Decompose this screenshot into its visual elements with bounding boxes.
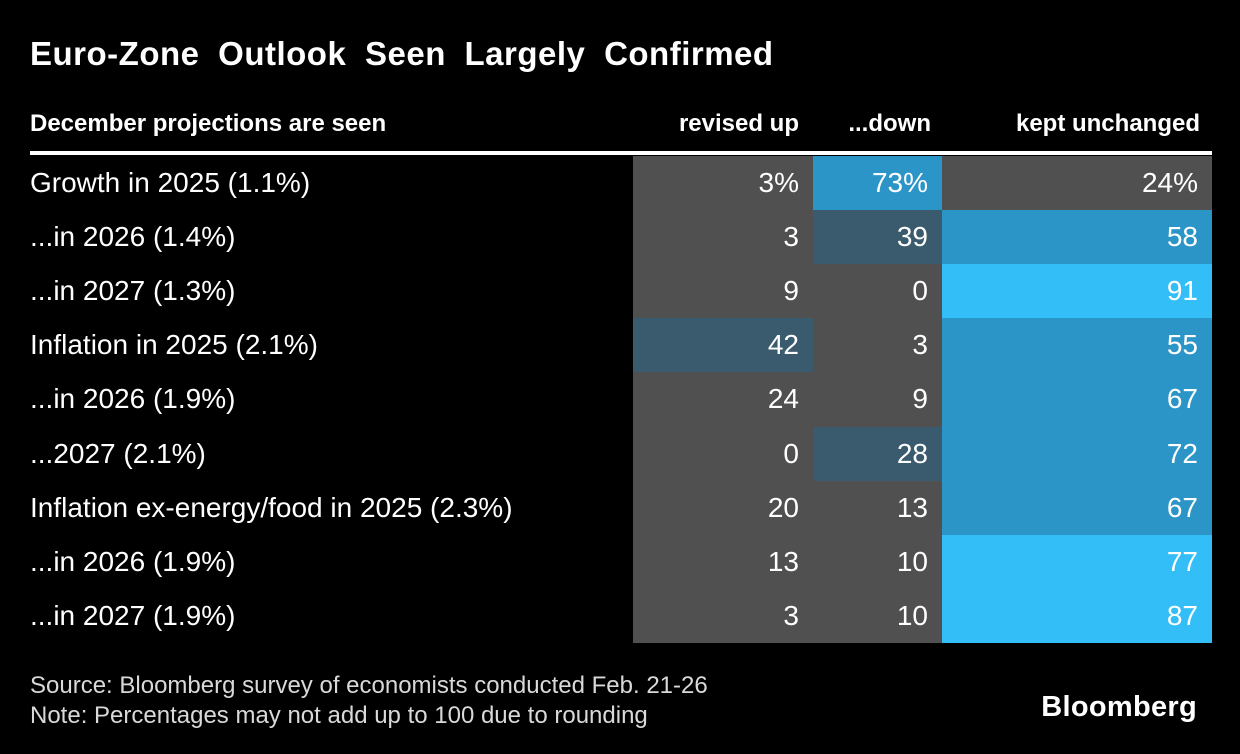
- table-row: ...in 2027 (1.9%) 3 10 87: [30, 588, 1212, 643]
- row-label: ...in 2027 (1.9%): [30, 599, 236, 631]
- heatmap-cell: 73%: [813, 156, 942, 211]
- heatmap-cell: 9: [633, 264, 813, 319]
- row-group-header: December projections are seen: [30, 110, 387, 137]
- heatmap-cell: 10: [813, 588, 942, 643]
- heatmap-cell: 9: [813, 372, 942, 427]
- row-label: ...in 2026 (1.9%): [30, 545, 236, 577]
- heatmap-cell: 0: [813, 264, 942, 319]
- table-row: Inflation in 2025 (2.1%) 42 3 55: [30, 318, 1212, 373]
- table-row: ...in 2027 (1.3%) 9 0 91: [30, 264, 1212, 319]
- rounding-note: Note: Percentages may not add up to 100 …: [30, 702, 648, 729]
- heatmap-cell: 3%: [633, 156, 813, 211]
- row-label: Inflation in 2025 (2.1%): [30, 329, 318, 361]
- header-divider: [30, 151, 1212, 155]
- table-row: ...in 2026 (1.4%) 3 39 58: [30, 210, 1212, 265]
- heatmap-cell: 58: [942, 210, 1212, 265]
- heatmap-cell: 3: [633, 588, 813, 643]
- heatmap-cell: 13: [813, 480, 942, 535]
- heatmap-cell: 91: [942, 264, 1212, 319]
- column-header-revised-up: revised up: [678, 110, 799, 137]
- row-label: Growth in 2025 (1.1%): [30, 167, 311, 199]
- heatmap-cell: 13: [633, 534, 813, 589]
- heatmap-cell: 3: [633, 210, 813, 265]
- row-label: ...in 2026 (1.9%): [30, 383, 236, 415]
- heatmap-cell: 67: [942, 372, 1212, 427]
- heatmap-cell: 67: [942, 480, 1212, 535]
- table-row: Growth in 2025 (1.1%) 3% 73% 24%: [30, 156, 1212, 211]
- bloomberg-logo: Bloomberg: [1041, 691, 1197, 723]
- heatmap-cell: 24%: [942, 156, 1212, 211]
- column-header-kept-unchanged: kept unchanged: [1015, 110, 1200, 137]
- heatmap-cell: 20: [633, 480, 813, 535]
- heatmap-cell: 28: [813, 426, 942, 481]
- column-header-down: ...down: [848, 110, 931, 137]
- heatmap-cell: 39: [813, 210, 942, 265]
- heatmap-cell: 55: [942, 318, 1212, 373]
- heatmap-table: Growth in 2025 (1.1%) 3% 73% 24% ...in 2026 …: [30, 156, 1212, 643]
- heatmap-cell: 0: [633, 426, 813, 481]
- row-label: ...2027 (2.1%): [30, 437, 206, 469]
- table-row: ...2027 (2.1%) 0 28 72: [30, 426, 1212, 481]
- chart-title: Euro-Zone Outlook Seen Largely Confirmed: [30, 35, 774, 72]
- table-row: ...in 2026 (1.9%) 13 10 77: [30, 534, 1212, 589]
- table-row: ...in 2026 (1.9%) 24 9 67: [30, 372, 1212, 427]
- row-label: ...in 2026 (1.4%): [30, 221, 236, 253]
- table-row: Inflation ex-energy/food in 2025 (2.3%) 2…: [30, 480, 1212, 535]
- heatmap-cell: 3: [813, 318, 942, 373]
- row-label: ...in 2027 (1.3%): [30, 275, 236, 307]
- heatmap-cell: 42: [633, 318, 813, 373]
- heatmap-cell: 72: [942, 426, 1212, 481]
- heatmap-cell: 87: [942, 588, 1212, 643]
- row-label: Inflation ex-energy/food in 2025 (2.3%): [30, 491, 513, 523]
- heatmap-cell: 24: [633, 372, 813, 427]
- source-note: Source: Bloomberg survey of economists c…: [30, 672, 708, 699]
- heatmap-cell: 10: [813, 534, 942, 589]
- heatmap-cell: 77: [942, 534, 1212, 589]
